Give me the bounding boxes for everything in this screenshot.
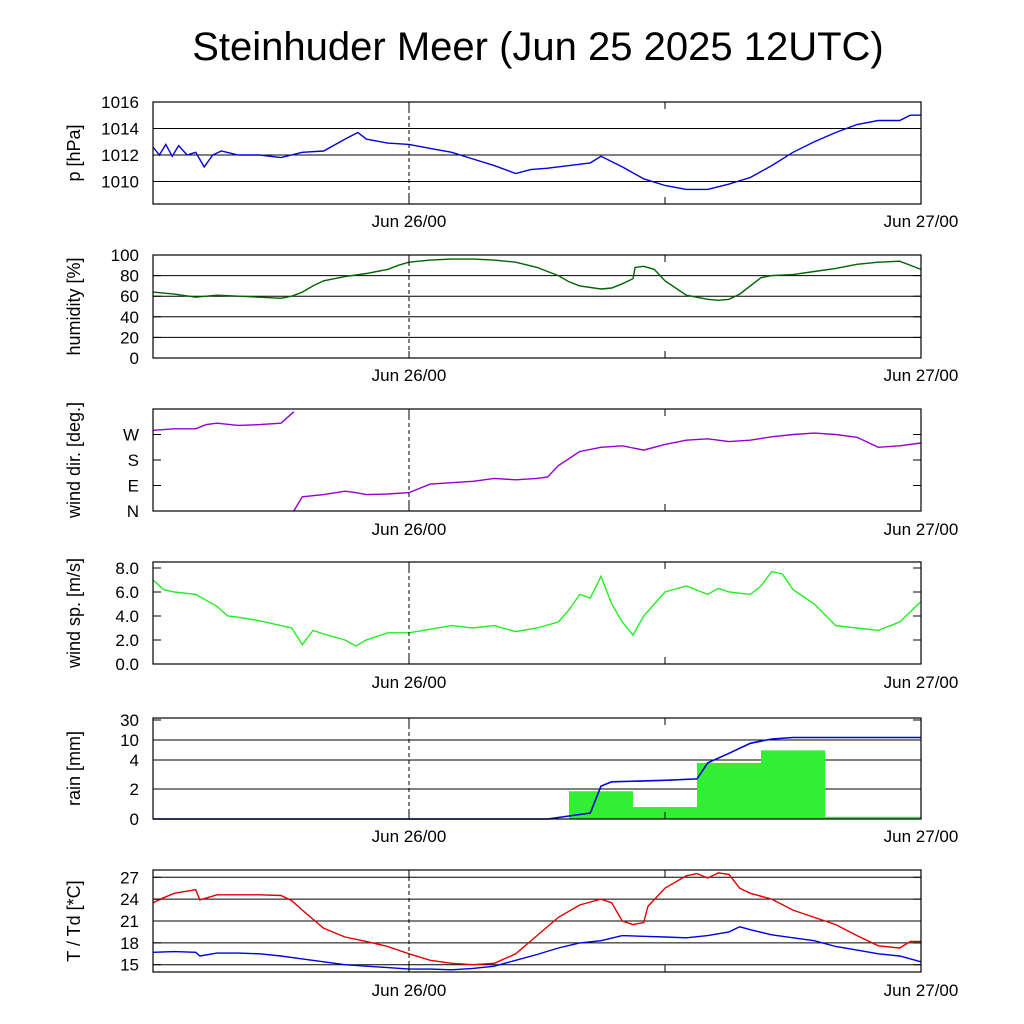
- y-tick-label: 6.0: [115, 583, 139, 602]
- x-tick-label: Jun 26/00: [372, 366, 447, 385]
- y-tick-label: 30: [120, 711, 139, 730]
- x-tick-label: Jun 26/00: [372, 673, 447, 692]
- y-tick-label: 100: [111, 246, 139, 265]
- x-tick-label: Jun 27/00: [884, 366, 959, 385]
- pressure-line: [152, 114, 921, 191]
- temperature-line: [152, 872, 921, 966]
- y-tick-label: 8.0: [115, 559, 139, 578]
- y-tick-label: 40: [120, 308, 139, 327]
- y-tick-label: 4: [130, 751, 139, 770]
- y-tick-label: 80: [120, 267, 139, 286]
- dewpoint-line: [152, 926, 922, 971]
- y-tick-label: 1014: [101, 119, 139, 138]
- rain-bar: [761, 750, 825, 819]
- x-tick-label: Jun 26/00: [372, 981, 447, 1000]
- panel-frame: [152, 254, 922, 359]
- y-axis-label: p [hPa]: [64, 124, 84, 181]
- y-tick-label: 1010: [101, 172, 139, 191]
- y-tick-label: E: [128, 477, 139, 496]
- y-tick-label: 1016: [101, 93, 139, 112]
- wind_speed-line: [152, 570, 922, 647]
- wind_dir-line: [293, 432, 922, 512]
- y-axis-label: T / Td [*C]: [64, 880, 84, 961]
- rain-bar: [697, 762, 761, 819]
- y-tick-label: 2.0: [115, 631, 139, 650]
- y-axis-label: wind dir. [deg.]: [64, 402, 84, 519]
- panel-3: 0.0 2.0 4.0 6.0 8.0 Jun 26/00 Jun 27/00 wind sp…: [64, 558, 958, 692]
- y-tick-label: 0: [130, 349, 139, 368]
- y-tick-label: 20: [120, 328, 139, 347]
- panel-frame: [152, 561, 922, 665]
- y-tick-label: 0.0: [115, 655, 139, 674]
- x-tick-label: Jun 27/00: [884, 212, 959, 231]
- y-tick-label: 21: [120, 912, 139, 931]
- rain-cumulative-line: [153, 736, 921, 820]
- y-tick-label: 2: [130, 780, 139, 799]
- x-tick-label: Jun 27/00: [884, 520, 959, 539]
- panel-frame: [152, 717, 922, 820]
- x-tick-label: Jun 26/00: [372, 212, 447, 231]
- y-tick-label: S: [128, 451, 139, 470]
- panel-0: 1010 1012 1014 1016 Jun 26/00 Jun 27/00 p [hPa…: [64, 93, 958, 231]
- y-tick-label: 15: [120, 956, 139, 975]
- y-tick-label: 24: [120, 890, 139, 909]
- x-tick-label: Jun 27/00: [884, 981, 959, 1000]
- x-tick-label: Jun 26/00: [372, 520, 447, 539]
- y-tick-label: N: [127, 502, 139, 521]
- y-tick-label: 4.0: [115, 607, 139, 626]
- x-tick-label: Jun 27/00: [884, 827, 959, 846]
- y-tick-label: 0: [130, 810, 139, 829]
- rain-bar: [825, 816, 921, 819]
- panel-frame: [152, 101, 922, 205]
- y-tick-label: 60: [120, 287, 139, 306]
- y-axis-label: humidity [%]: [64, 257, 84, 355]
- y-axis-label: rain [mm]: [64, 731, 84, 806]
- chart-title: Steinhuder Meer (Jun 25 2025 12UTC): [192, 25, 883, 69]
- y-tick-label: 27: [120, 868, 139, 887]
- y-tick-label: 18: [120, 934, 139, 953]
- y-tick-label: 1012: [101, 146, 139, 165]
- x-tick-label: Jun 26/00: [372, 827, 447, 846]
- wind_dir-line: [152, 411, 295, 431]
- panel-5: 15 18 21 24 27 Jun 26/00 Jun 27/00 T / Td [*C]: [64, 868, 958, 1000]
- y-tick-label: 10: [120, 731, 139, 750]
- y-axis-label: wind sp. [m/s]: [64, 558, 84, 669]
- x-tick-label: Jun 27/00: [884, 673, 959, 692]
- y-tick-label: W: [123, 426, 139, 445]
- humidity-line: [152, 258, 922, 302]
